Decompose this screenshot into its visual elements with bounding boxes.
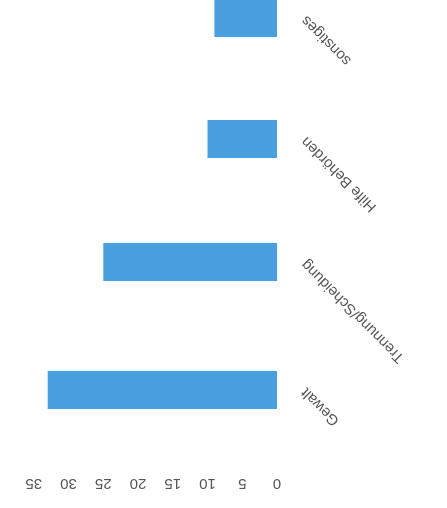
- tick-label-30: 30: [60, 475, 77, 492]
- bars-group: [47, 0, 278, 409]
- tick-label-25: 25: [95, 475, 112, 492]
- bar-hilfe-beh-rden: [207, 120, 277, 158]
- category-label-sonstiges: sonstiges: [298, 12, 355, 69]
- axis-tick-labels: 0 5 10 15 20 25 30 35: [25, 475, 281, 492]
- category-label-hilfe-beh-rden: Hilfe Behörden: [298, 133, 380, 215]
- tick-label-0: 0: [273, 475, 281, 492]
- tick-label-20: 20: [130, 475, 147, 492]
- bar-gewalt: [47, 371, 278, 409]
- tick-label-10: 10: [199, 475, 216, 492]
- category-label-trennung-scheidung: Trennung/Scheidung: [298, 256, 408, 366]
- tick-label-35: 35: [25, 475, 42, 492]
- category-label-gewalt: Gewalt: [297, 384, 343, 430]
- tick-label-15: 15: [164, 475, 181, 492]
- category-labels: Gewalt Trennung/Scheidung Hilfe Behörden so…: [297, 12, 408, 429]
- tick-label-5: 5: [238, 475, 246, 492]
- bar-trennung-scheidung: [103, 243, 278, 281]
- bar-sonstiges: [214, 0, 277, 37]
